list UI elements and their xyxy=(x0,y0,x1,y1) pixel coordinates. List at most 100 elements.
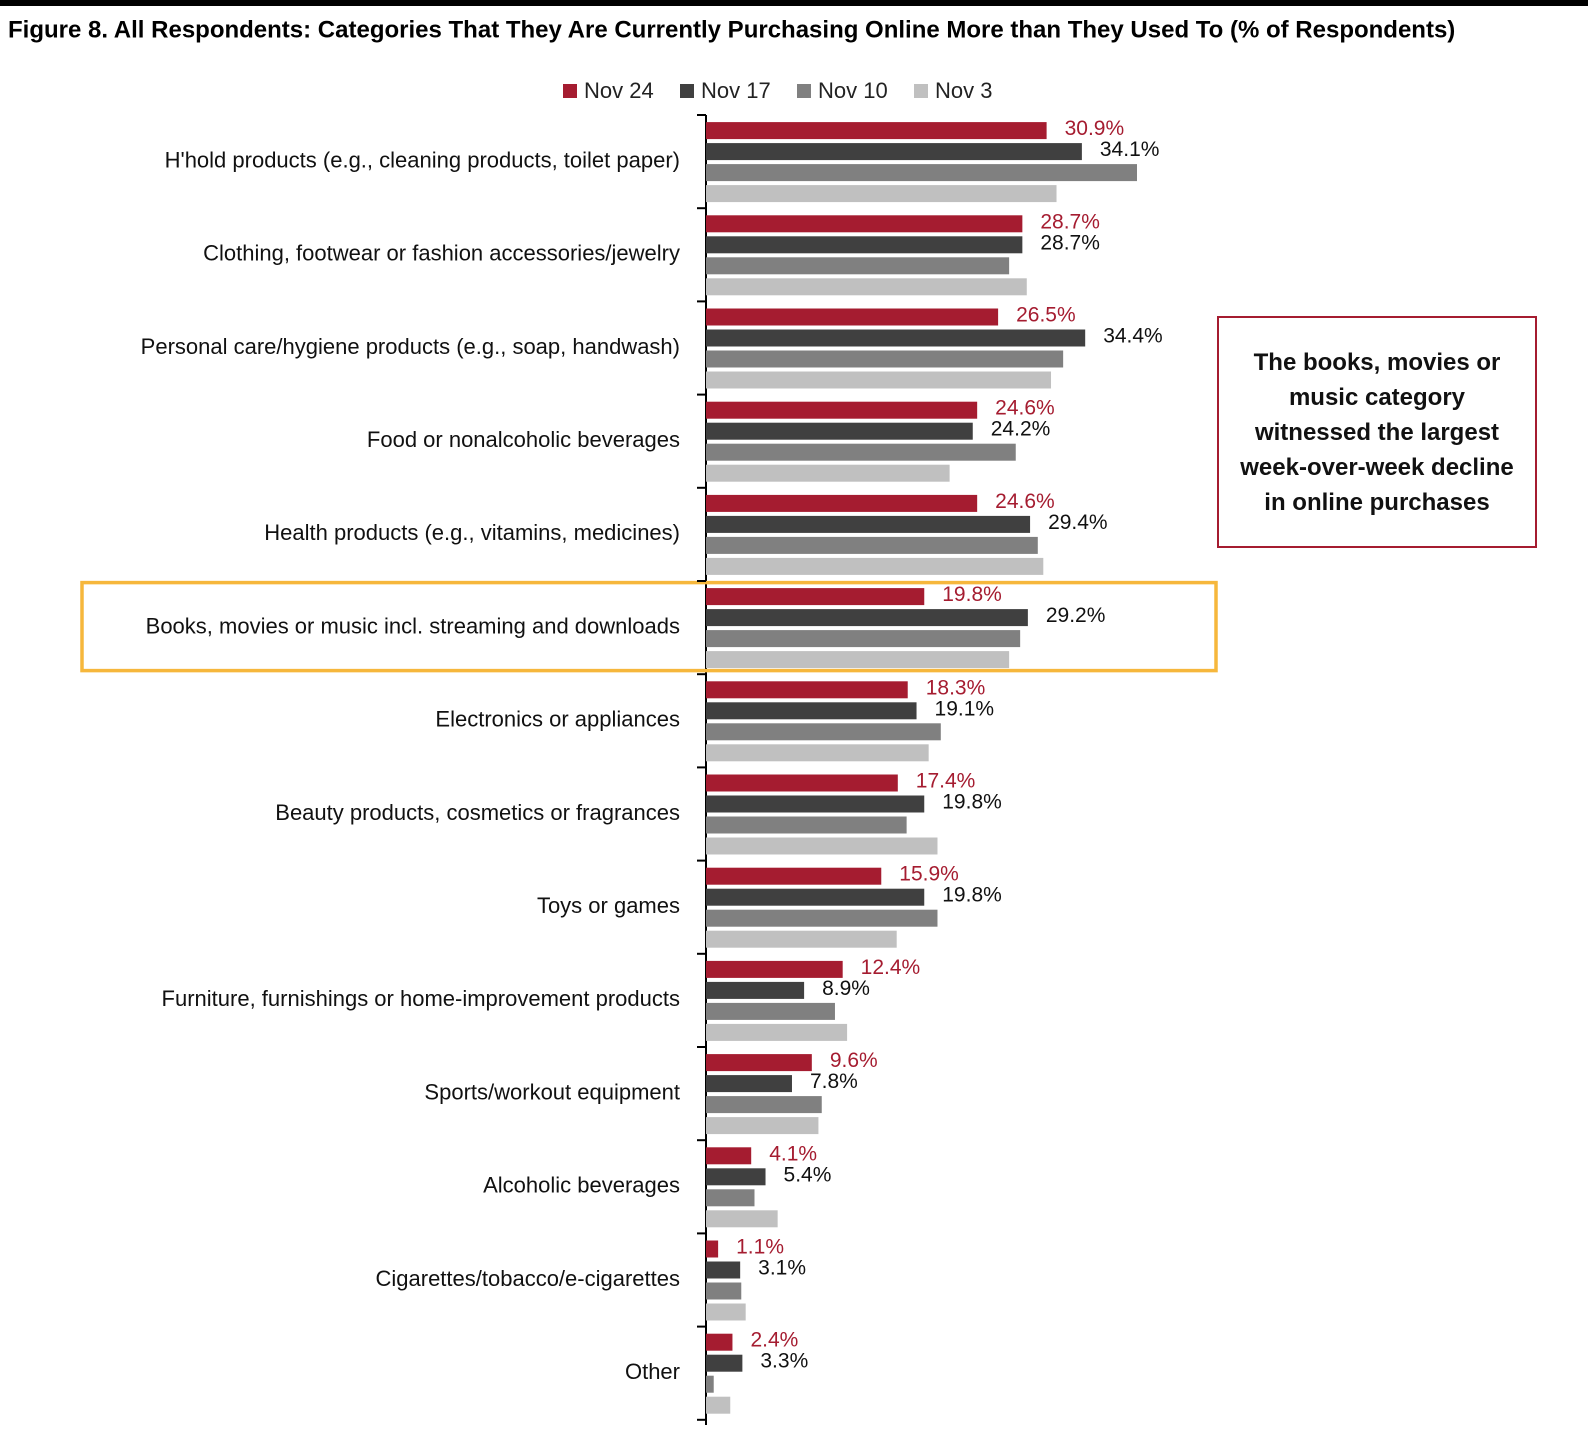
bar xyxy=(706,774,898,792)
y-tick-label: Personal care/hygiene products (e.g., so… xyxy=(141,334,680,359)
value-label: 12.4% xyxy=(861,956,921,979)
value-label: 17.4% xyxy=(916,770,976,793)
value-label: 8.9% xyxy=(822,977,870,1000)
bar xyxy=(706,515,1031,533)
bar xyxy=(706,1396,731,1414)
value-label: 28.7% xyxy=(1040,210,1100,233)
bar xyxy=(706,1054,812,1072)
value-label: 34.1% xyxy=(1100,138,1160,161)
y-tick-label: Alcoholic beverages xyxy=(483,1173,680,1198)
y-tick-label: H'hold products (e.g., cleaning products… xyxy=(165,147,680,172)
bar xyxy=(706,122,1047,140)
value-label: 3.3% xyxy=(760,1350,808,1373)
legend-swatch xyxy=(680,84,694,98)
y-tick-label: Electronics or appliances xyxy=(435,707,680,732)
y-tick-label: Food or nonalcoholic beverages xyxy=(367,427,680,452)
bar xyxy=(706,930,897,948)
value-label: 4.1% xyxy=(769,1142,817,1165)
y-tick-label: Toys or games xyxy=(537,893,680,918)
top-rule xyxy=(0,0,1588,6)
value-label: 19.8% xyxy=(942,583,1002,606)
y-tick-label: Beauty products, cosmetics or fragrances xyxy=(275,800,680,825)
value-label: 26.5% xyxy=(1016,304,1076,327)
bar xyxy=(706,350,1064,368)
bar xyxy=(706,464,950,482)
value-label: 1.1% xyxy=(736,1236,784,1259)
bar xyxy=(706,1168,766,1186)
value-label: 24.6% xyxy=(995,397,1055,420)
chart-title: Figure 8. All Respondents: Categories Th… xyxy=(8,16,1455,43)
y-tick-label: Sports/workout equipment xyxy=(424,1079,680,1104)
bar xyxy=(706,630,1021,648)
y-tick-label: Cigarettes/tobacco/e-cigarettes xyxy=(376,1266,681,1291)
bar xyxy=(706,744,929,762)
y-tick-label: Furniture, furnishings or home-improveme… xyxy=(162,986,680,1011)
bar xyxy=(706,215,1023,233)
bar xyxy=(706,1303,746,1321)
highlight-box xyxy=(80,580,1218,673)
value-label: 24.6% xyxy=(995,490,1055,513)
bar xyxy=(706,1282,742,1300)
value-label: 19.8% xyxy=(942,791,1002,814)
bar xyxy=(706,1333,733,1351)
bar xyxy=(706,257,1010,275)
bar xyxy=(706,401,978,419)
value-label: 3.1% xyxy=(758,1257,806,1280)
bar xyxy=(706,681,908,699)
bar xyxy=(706,960,843,978)
bar xyxy=(706,795,925,813)
bar xyxy=(706,723,941,741)
bar xyxy=(706,1023,848,1041)
value-label: 18.3% xyxy=(926,676,986,699)
bar xyxy=(706,1075,792,1093)
bar xyxy=(706,981,805,999)
bar xyxy=(706,588,925,606)
y-tick-label: Clothing, footwear or fashion accessorie… xyxy=(203,241,680,266)
bar xyxy=(706,1189,755,1207)
bar xyxy=(706,816,907,834)
bar xyxy=(706,651,1010,669)
bar xyxy=(706,308,999,326)
legend-swatch xyxy=(797,84,811,98)
bar xyxy=(706,837,938,855)
value-label: 5.4% xyxy=(784,1163,832,1186)
value-label: 2.4% xyxy=(750,1329,798,1352)
value-label: 34.4% xyxy=(1103,325,1163,348)
bar xyxy=(706,494,978,512)
bar xyxy=(706,1002,835,1020)
bar xyxy=(706,557,1044,575)
bar xyxy=(706,536,1038,554)
legend-label: Nov 17 xyxy=(701,78,771,103)
bar xyxy=(706,1240,719,1258)
bar xyxy=(706,702,917,720)
legend-swatch xyxy=(563,84,577,98)
value-label: 7.8% xyxy=(810,1070,858,1093)
legend-swatch xyxy=(914,84,928,98)
value-label: 28.7% xyxy=(1040,231,1100,254)
bar xyxy=(706,1147,752,1165)
bar xyxy=(706,909,938,927)
bar xyxy=(706,422,973,440)
bar xyxy=(706,164,1137,182)
bar xyxy=(706,1210,778,1228)
bar xyxy=(706,888,925,906)
y-tick-label: Other xyxy=(625,1359,680,1384)
value-label: 19.1% xyxy=(935,697,995,720)
bar xyxy=(706,329,1086,347)
bar xyxy=(706,1354,743,1372)
bar xyxy=(706,143,1082,161)
bar xyxy=(706,609,1028,627)
value-label: 29.4% xyxy=(1048,511,1108,534)
bar xyxy=(706,867,882,885)
value-label: 9.6% xyxy=(830,1049,878,1072)
bar xyxy=(706,278,1027,296)
value-label: 24.2% xyxy=(991,418,1051,441)
bar xyxy=(706,1117,819,1135)
bar xyxy=(706,236,1023,254)
y-tick-label: Health products (e.g., vitamins, medicin… xyxy=(264,520,680,545)
bar xyxy=(706,1096,822,1114)
legend-label: Nov 24 xyxy=(584,78,654,103)
bar xyxy=(706,371,1052,389)
